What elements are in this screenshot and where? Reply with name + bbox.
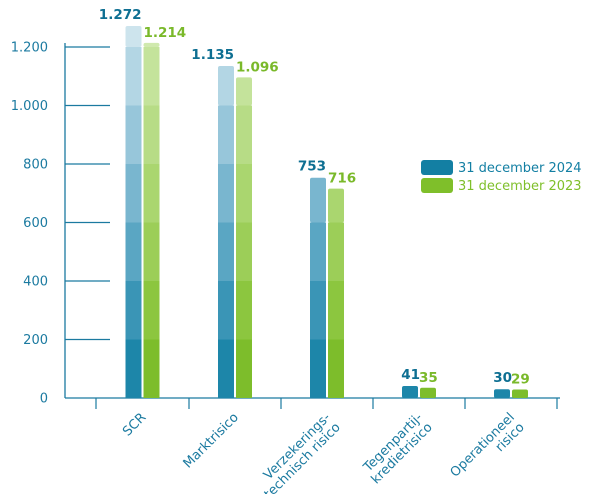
bar-segment	[218, 281, 234, 340]
x-category-label: Marktrisico	[181, 410, 242, 471]
bar-segment	[328, 222, 344, 281]
bar-2023	[420, 387, 436, 398]
data-label: 35	[419, 370, 438, 386]
y-tick-label: 600	[23, 216, 48, 231]
chart-value-labels: 1.272 1.135 753 41 30 1.214 1.096 716 35 29	[99, 7, 530, 388]
bar-2023	[328, 188, 344, 398]
bar-segment	[143, 222, 160, 281]
bar-segment	[143, 47, 160, 106]
bar-2024	[402, 386, 418, 398]
bar-2024	[494, 389, 510, 398]
bar-segment	[236, 281, 252, 340]
bar-segment	[402, 386, 418, 398]
x-category-label: Verzekerings-technisch risico	[252, 410, 344, 494]
x-category-label: Operationeelrisico	[448, 410, 528, 490]
legend-label: 31 december 2024	[458, 161, 582, 176]
bar-segment	[328, 339, 344, 398]
y-tick-label: 200	[23, 333, 48, 348]
bar-2023	[512, 389, 528, 398]
bar-segment	[143, 339, 160, 398]
data-label: 30	[493, 370, 512, 386]
y-tick-label: 0	[40, 392, 48, 407]
bar-2023	[143, 42, 160, 398]
bar-segment	[125, 281, 142, 340]
bar-segment	[420, 387, 436, 398]
legend-item: 31 december 2024	[421, 160, 582, 176]
bar-segment	[218, 339, 234, 398]
bar-segment	[218, 66, 234, 106]
bar-segment	[310, 177, 326, 223]
data-label: 29	[511, 372, 530, 388]
legend-label: 31 december 2023	[458, 179, 582, 194]
bar-segment	[236, 339, 252, 398]
chart-legend: 31 december 2024 31 december 2023	[421, 160, 582, 194]
bar-segment	[310, 222, 326, 281]
bar-segment	[218, 105, 234, 164]
bar-segment	[125, 164, 142, 223]
data-label: 41	[401, 367, 420, 383]
data-label: 716	[328, 171, 356, 187]
chart-bars	[125, 25, 528, 398]
y-tick-label: 1.200	[11, 41, 48, 56]
data-label: 1.096	[236, 59, 279, 75]
bar-segment	[125, 25, 142, 47]
data-label: 1.135	[191, 47, 234, 63]
bar-2024	[310, 177, 326, 398]
bar-2024	[125, 25, 142, 398]
y-tick-label: 400	[23, 275, 48, 290]
bar-segment	[125, 105, 142, 164]
bar-segment	[236, 222, 252, 281]
legend-swatch	[421, 178, 453, 193]
bar-segment	[236, 105, 252, 164]
bar-segment	[218, 222, 234, 281]
data-label: 753	[298, 159, 326, 175]
bar-segment	[143, 164, 160, 223]
bar-segment	[236, 164, 252, 223]
x-category-label: Tegenpartij-kredietrisico	[359, 410, 436, 487]
bar-2024	[218, 66, 234, 398]
legend-swatch	[421, 160, 453, 175]
bar-segment	[125, 339, 142, 398]
bar-segment	[310, 281, 326, 340]
bar-segment	[125, 47, 142, 106]
chart-axes: 0 200 400 600 800 1.000 1.200 SCR Marktrisico Ver…	[11, 41, 560, 494]
bar-segment	[236, 77, 252, 106]
y-tick-label: 800	[23, 158, 48, 173]
bar-segment	[512, 389, 528, 398]
y-tick-label: 1.000	[11, 99, 48, 114]
bar-segment	[143, 42, 160, 47]
bar-segment	[328, 188, 344, 223]
bar-segment	[143, 105, 160, 164]
x-category-label: SCR	[120, 410, 149, 439]
legend-item: 31 december 2023	[421, 178, 582, 194]
data-label: 1.272	[99, 7, 142, 23]
bar-segment	[494, 389, 510, 398]
data-label: 1.214	[144, 25, 187, 41]
bar-2023	[236, 77, 252, 398]
bar-segment	[218, 164, 234, 223]
bar-segment	[143, 281, 160, 340]
bar-segment	[328, 281, 344, 340]
bar-segment	[125, 222, 142, 281]
bar-segment	[310, 339, 326, 398]
